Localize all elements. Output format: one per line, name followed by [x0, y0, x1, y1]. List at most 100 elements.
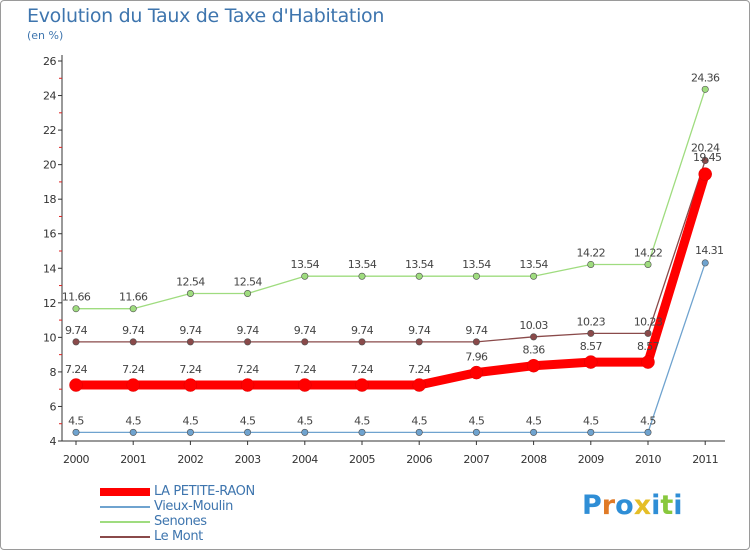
data-label: 10.23 — [577, 315, 606, 328]
legend-item-le-mont[interactable]: Le Mont — [100, 529, 360, 544]
data-label: 14.22 — [577, 246, 606, 259]
data-point — [72, 338, 80, 346]
data-label: 11.66 — [62, 291, 91, 304]
legend-label: LA PETITE-RAON — [154, 484, 255, 499]
logo-letter: i — [673, 490, 683, 521]
data-point — [530, 333, 538, 341]
series-la-petite-raon — [69, 167, 712, 392]
data-label: 11.66 — [119, 291, 148, 304]
data-point — [415, 428, 423, 436]
data-label: 20.24 — [691, 141, 720, 154]
data-point — [530, 272, 538, 280]
data-point — [415, 272, 423, 280]
data-point — [186, 289, 194, 297]
y-tick-label: 4 — [50, 435, 57, 448]
data-point — [186, 338, 194, 346]
logo-letter: x — [633, 490, 652, 521]
y-tick-label: 22 — [43, 124, 56, 137]
data-point — [698, 167, 712, 181]
data-label: 8.57 — [580, 340, 603, 353]
data-label: 4.5 — [354, 414, 370, 427]
legend-swatch — [100, 488, 150, 496]
data-label: 10.03 — [519, 319, 548, 332]
data-point — [415, 338, 423, 346]
data-label: 4.5 — [640, 414, 656, 427]
data-label: 13.54 — [519, 258, 548, 271]
data-label: 24.36 — [691, 71, 720, 84]
chart-legend: LA PETITE-RAON Vieux-Moulin Senones Le M… — [100, 484, 360, 544]
series-le-mont — [72, 156, 709, 346]
data-point — [244, 428, 252, 436]
y-tick-label: 26 — [43, 55, 56, 68]
y-tick-label: 16 — [43, 228, 56, 241]
data-label: 8.36 — [523, 344, 546, 357]
data-point — [358, 428, 366, 436]
data-label: 13.54 — [291, 258, 320, 271]
data-label: 7.24 — [65, 363, 88, 376]
data-point — [472, 272, 480, 280]
x-tick-label: 2005 — [349, 453, 375, 466]
data-label: 7.24 — [237, 363, 260, 376]
data-point — [355, 378, 369, 392]
data-point — [301, 272, 309, 280]
chart-subtitle: (en %) — [27, 29, 64, 42]
data-point — [641, 355, 655, 369]
chart-axes: 4 6 8 10 12 14 16 18 20 22 24 26 2000 2001 2002 2003 200… — [43, 55, 725, 466]
logo-letter: r — [601, 490, 616, 521]
series-senones — [72, 85, 709, 313]
data-label: 9.74 — [122, 324, 145, 337]
data-label: 7.24 — [122, 363, 145, 376]
data-label: 7.24 — [351, 363, 374, 376]
data-label: 4.5 — [240, 414, 256, 427]
data-label: 4.5 — [125, 414, 141, 427]
series-line — [75, 262, 706, 434]
chart-title: Evolution du Taux de Taxe d'Habitation — [27, 5, 385, 27]
data-point — [301, 338, 309, 346]
y-tick-label: 24 — [43, 90, 56, 103]
data-point — [526, 358, 541, 373]
series-vieux-moulin — [72, 259, 709, 436]
logo-letter: P — [582, 490, 602, 521]
y-tick-label: 6 — [50, 400, 57, 413]
data-label: 13.54 — [462, 258, 491, 271]
data-point — [469, 365, 484, 380]
legend-swatch — [100, 506, 150, 508]
data-point — [701, 156, 709, 164]
x-tick-label: 2011 — [692, 453, 718, 466]
y-tick-label: 14 — [43, 262, 56, 275]
x-tick-label: 2000 — [63, 453, 89, 466]
x-tick-label: 2003 — [235, 453, 261, 466]
x-tick-label: 2004 — [292, 453, 318, 466]
data-label: 4.5 — [469, 414, 485, 427]
legend-item-senones[interactable]: Senones — [100, 514, 360, 529]
x-tick-label: 2009 — [578, 453, 604, 466]
data-point — [183, 378, 198, 392]
y-tick-label: 10 — [43, 331, 56, 344]
data-label: 9.74 — [65, 324, 88, 337]
y-tick-label: 20 — [43, 159, 56, 172]
legend-swatch — [100, 536, 150, 538]
legend-item-la-petite-raon[interactable]: LA PETITE-RAON — [100, 484, 360, 499]
data-point — [298, 378, 312, 392]
data-label: 13.54 — [405, 258, 434, 271]
data-point — [644, 329, 652, 337]
data-label: 10.23 — [634, 315, 663, 328]
chart-data-labels: 11.66 11.66 12.54 12.54 13.54 13.54 13.54 13.54… — [62, 71, 724, 427]
data-label: 4.5 — [583, 414, 599, 427]
x-tick-label: 2010 — [635, 453, 661, 466]
data-label: 9.74 — [351, 324, 374, 337]
data-label: 7.24 — [408, 363, 431, 376]
x-tick-label: 2001 — [120, 453, 146, 466]
data-label: 14.31 — [695, 244, 724, 257]
data-label: 7.96 — [465, 351, 488, 364]
data-point — [244, 289, 252, 297]
data-label: 7.24 — [294, 363, 317, 376]
data-label: 9.74 — [237, 324, 260, 337]
legend-item-vieux-moulin[interactable]: Vieux-Moulin — [100, 499, 360, 514]
logo-letter: i — [651, 490, 661, 521]
data-label: 9.74 — [294, 324, 317, 337]
y-tick-label: 12 — [43, 297, 56, 310]
data-label: 13.54 — [348, 258, 377, 271]
data-point — [358, 272, 366, 280]
